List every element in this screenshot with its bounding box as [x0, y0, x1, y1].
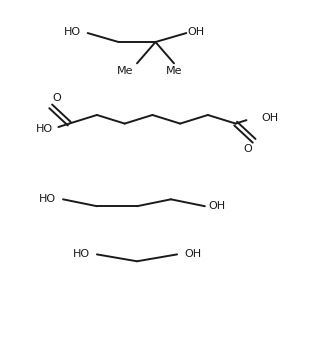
Text: Me: Me — [116, 66, 133, 76]
Text: OH: OH — [262, 113, 279, 124]
Text: OH: OH — [184, 249, 201, 259]
Text: HO: HO — [39, 194, 56, 204]
Text: OH: OH — [209, 201, 226, 211]
Text: HO: HO — [73, 249, 90, 259]
Text: O: O — [244, 144, 252, 154]
Text: HO: HO — [64, 27, 81, 37]
Text: OH: OH — [187, 27, 204, 37]
Text: HO: HO — [36, 124, 53, 134]
Text: O: O — [53, 93, 61, 103]
Text: Me: Me — [166, 66, 182, 76]
